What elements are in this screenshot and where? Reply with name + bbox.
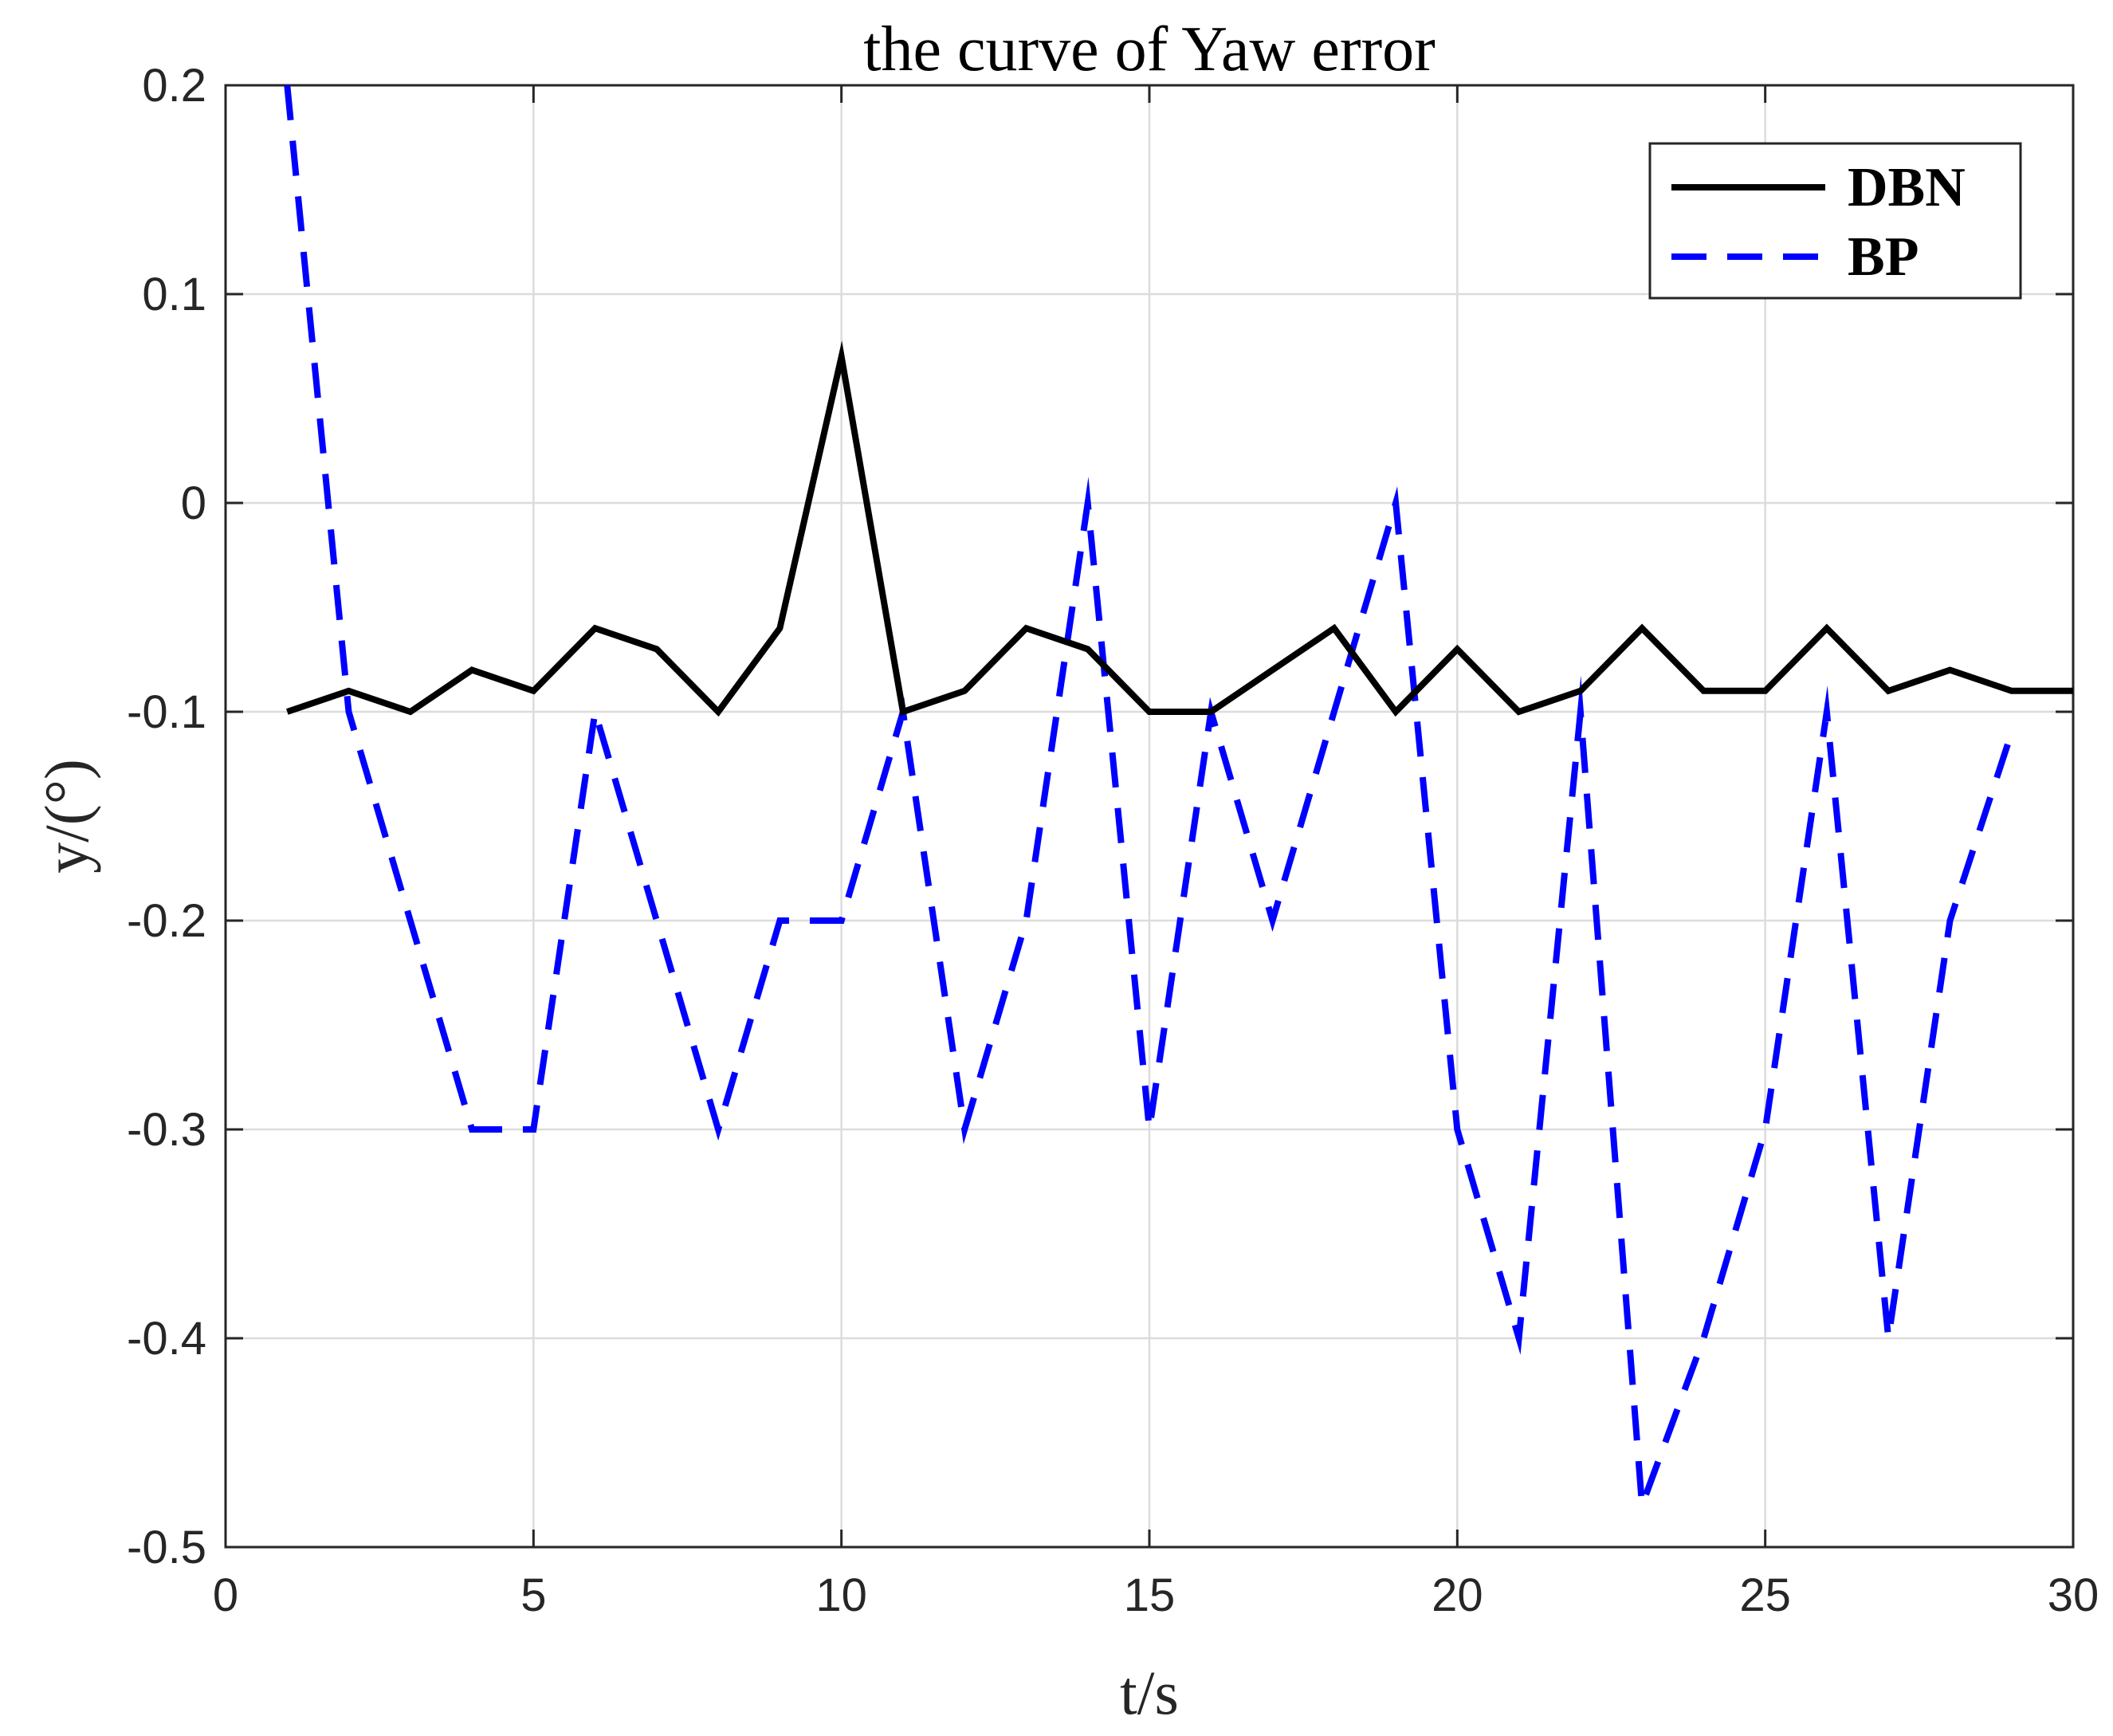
y-tick-label: -0.2 bbox=[127, 895, 206, 947]
legend-label-bp: BP bbox=[1848, 226, 1919, 288]
legend: DBN BP bbox=[1648, 142, 2022, 300]
y-axis-label: y/(°) bbox=[32, 759, 101, 874]
x-tick-label: 30 bbox=[2048, 1569, 2099, 1621]
y-tick-label: -0.4 bbox=[127, 1313, 206, 1365]
axis-ticks: 0 5 10 15 20 25 30 0.2 0.1 0 -0.1 -0.2 -0.3 -0.4 -0.5 bbox=[127, 60, 2099, 1621]
x-tick-label: 20 bbox=[1432, 1569, 1483, 1621]
series-line-dbn bbox=[286, 340, 2073, 717]
y-tick-label: -0.3 bbox=[127, 1104, 206, 1156]
x-tick-label: 10 bbox=[815, 1569, 867, 1621]
series-line-bp bbox=[284, 85, 2015, 1521]
x-tick-label: 15 bbox=[1124, 1569, 1176, 1621]
chart-title: the curve of Yaw error bbox=[863, 14, 1436, 84]
y-tick-label: -0.5 bbox=[127, 1522, 206, 1573]
x-tick-label: 0 bbox=[213, 1569, 238, 1621]
grid-lines bbox=[226, 85, 2073, 1547]
x-tick-label: 25 bbox=[1739, 1569, 1791, 1621]
x-tick-label: 5 bbox=[520, 1569, 546, 1621]
y-tick-label: 0.1 bbox=[142, 269, 206, 320]
y-tick-label: -0.1 bbox=[127, 686, 206, 738]
y-tick-label: 0.2 bbox=[142, 60, 206, 112]
y-tick-label: 0 bbox=[181, 477, 206, 529]
legend-label-dbn: DBN bbox=[1848, 157, 1966, 218]
legend-box bbox=[1648, 142, 2022, 300]
series-layer bbox=[284, 85, 2073, 1521]
x-axis-label: t/s bbox=[1120, 1658, 1179, 1727]
